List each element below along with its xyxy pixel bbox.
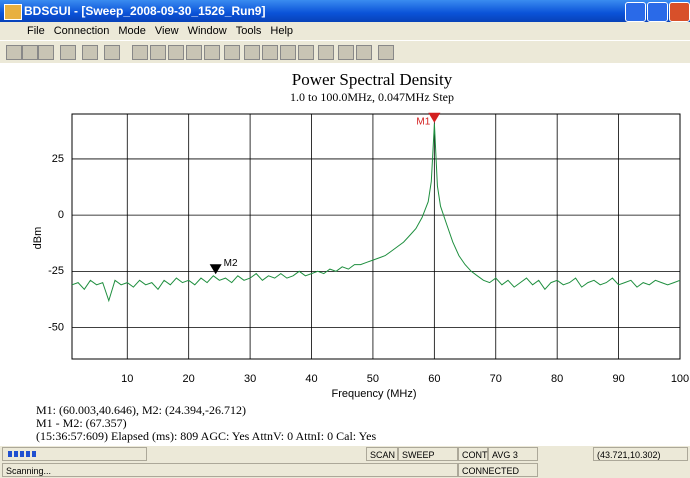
y-axis-label: dBm — [32, 227, 44, 250]
window-title: BDSGUI - [Sweep_2008-09-30_1526_Run9] — [24, 4, 266, 18]
toolbar-button[interactable] — [338, 45, 354, 60]
maximize-button[interactable] — [647, 2, 668, 22]
chart: Power Spectral Density 1.0 to 100.0MHz, … — [0, 63, 690, 446]
toolbar-button[interactable] — [168, 45, 184, 60]
title-bar: BDSGUI - [Sweep_2008-09-30_1526_Run9] — [0, 0, 690, 22]
minimize-button[interactable] — [625, 2, 646, 22]
x-tick-label: 100 — [671, 373, 689, 385]
x-tick-label: 40 — [305, 373, 317, 385]
toolbar-button[interactable] — [22, 45, 38, 60]
app-icon — [4, 4, 22, 20]
toolbar-button[interactable] — [244, 45, 260, 60]
menu-item[interactable]: File — [27, 25, 45, 37]
toolbar-button[interactable] — [132, 45, 148, 60]
x-tick-label: 80 — [551, 373, 563, 385]
chart-subtitle: 1.0 to 100.0MHz, 0.047MHz Step — [290, 90, 454, 104]
menu-item[interactable]: Window — [187, 25, 227, 37]
toolbar-button[interactable] — [280, 45, 296, 60]
menu-item[interactable]: Tools — [235, 25, 262, 37]
marker — [428, 112, 441, 123]
toolbar-button[interactable] — [356, 45, 372, 60]
y-tick-label: 25 — [52, 153, 64, 165]
menu-item[interactable]: Help — [270, 25, 294, 37]
close-button[interactable] — [669, 2, 690, 22]
plot-area — [71, 113, 681, 360]
toolbar — [0, 40, 690, 64]
x-tick-label: 10 — [121, 373, 133, 385]
status-field: CONNECTED — [458, 463, 538, 477]
status-field: SWEEP — [398, 447, 458, 461]
marker-label: M1 — [416, 116, 430, 127]
status-field — [2, 447, 147, 461]
toolbar-button[interactable] — [186, 45, 202, 60]
x-tick-label: 60 — [428, 373, 440, 385]
info-line: M1: (60.003,40.646), M2: (24.394,-26.712… — [36, 403, 246, 417]
status-field: AVG 3 — [488, 447, 538, 461]
menu-bar: File Connection Mode View Window Tools Help — [0, 22, 690, 40]
marker — [209, 264, 222, 275]
toolbar-button[interactable] — [318, 45, 334, 60]
info-line: M1 - M2: (67.357) — [36, 416, 127, 430]
y-tick-label: -50 — [48, 321, 64, 333]
marker-label: M2 — [224, 258, 238, 269]
toolbar-button[interactable] — [204, 45, 220, 60]
progress — [8, 451, 38, 457]
x-tick-label: 70 — [490, 373, 502, 385]
toolbar-button[interactable] — [6, 45, 22, 60]
status-field: Scanning... — [2, 463, 458, 477]
toolbar-button[interactable] — [378, 45, 394, 60]
toolbar-button[interactable] — [224, 45, 240, 60]
menu-item[interactable]: View — [154, 25, 179, 37]
chart-title: Power Spectral Density — [292, 70, 453, 89]
spectrum-line — [71, 123, 681, 303]
toolbar-button[interactable] — [82, 45, 98, 60]
y-tick-label: 0 — [58, 209, 64, 221]
x-tick-label: 50 — [367, 373, 379, 385]
toolbar-button[interactable] — [38, 45, 54, 60]
x-tick-label: 20 — [183, 373, 195, 385]
menu-item[interactable]: Connection — [53, 25, 110, 37]
status-field: CONT — [458, 447, 488, 461]
toolbar-button[interactable] — [262, 45, 278, 60]
toolbar-button[interactable] — [298, 45, 314, 60]
toolbar-button[interactable] — [60, 45, 76, 60]
status-field: SCAN — [366, 447, 398, 461]
toolbar-button[interactable] — [104, 45, 120, 60]
info-line: (15:36:57:609) Elapsed (ms): 809 AGC: Ye… — [36, 429, 376, 443]
x-axis-label: Frequency (MHz) — [332, 388, 417, 400]
x-tick-label: 90 — [612, 373, 624, 385]
y-tick-label: -25 — [48, 265, 64, 277]
menu-item[interactable]: Mode — [118, 25, 146, 37]
x-tick-label: 30 — [244, 373, 256, 385]
status-field: (43.721,10.302) — [593, 447, 688, 461]
toolbar-button[interactable] — [150, 45, 166, 60]
